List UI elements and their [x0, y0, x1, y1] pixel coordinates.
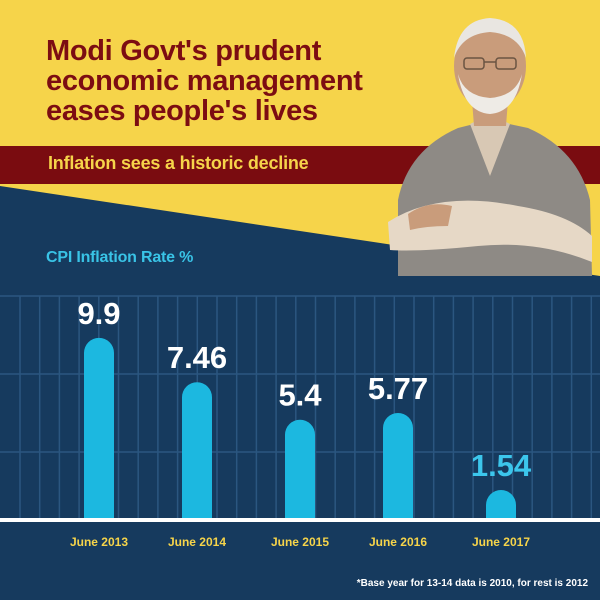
portrait-shirt: [470, 118, 510, 176]
portrait-glasses-right: [495, 57, 517, 70]
subheadline: Inflation sees a historic decline: [48, 153, 309, 173]
tick-label: June 2015: [271, 535, 329, 549]
bar-june-2014: [182, 382, 212, 518]
value-label: 5.77: [368, 371, 428, 406]
chart-baseline: [0, 518, 600, 522]
headline-line-3: eases people's lives: [46, 95, 318, 127]
tick-label: June 2017: [472, 535, 530, 549]
bar-june-2016: [383, 412, 413, 518]
value-label: 7.46: [167, 340, 227, 375]
value-label: 9.9: [77, 296, 120, 331]
value-label: 1.54: [471, 448, 532, 483]
value-label: 5.4: [278, 378, 322, 413]
portrait-head: [454, 22, 526, 110]
portrait-hair: [454, 18, 526, 58]
portrait-glasses-left: [463, 57, 485, 70]
bar-june-2015: [285, 419, 315, 518]
tick-label: June 2016: [369, 535, 427, 549]
portrait-image: [388, 18, 592, 276]
tick-label: June 2014: [168, 535, 226, 549]
headline: Modi Govt's prudent economic management …: [46, 36, 376, 126]
headline-line-1: Modi Govt's prudent: [46, 35, 322, 67]
tick-label: June 2013: [70, 535, 128, 549]
bar-june-2017: [486, 489, 516, 518]
footnote: *Base year for 13-14 data is 2010, for r…: [356, 578, 588, 589]
portrait-hands: [408, 204, 452, 230]
chart-ylabel: CPI Inflation Rate %: [46, 249, 194, 266]
portrait-beard: [458, 74, 522, 114]
headline-line-2: economic management: [46, 65, 363, 97]
bar-june-2013: [84, 337, 115, 518]
